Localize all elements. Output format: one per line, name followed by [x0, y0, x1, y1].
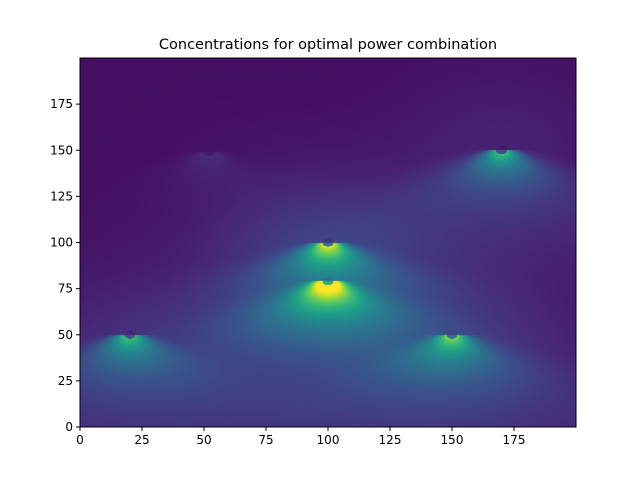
x-tick-label: 175 [503, 433, 526, 447]
y-tick-label: 0 [65, 420, 73, 434]
x-tick-label: 0 [76, 433, 84, 447]
x-tick-label: 50 [196, 433, 211, 447]
y-tick-label: 175 [50, 97, 73, 111]
x-tick-label: 75 [258, 433, 273, 447]
x-tick-label: 25 [134, 433, 149, 447]
heatmap-container [80, 58, 576, 427]
x-tick-label: 100 [317, 433, 340, 447]
x-tick-label: 150 [441, 433, 464, 447]
axes-layer: 0 25 50 75 100 125 150 175 0 25 50 75 100 125 150 175 [50, 97, 525, 447]
y-tick-label: 150 [50, 143, 73, 157]
y-tick-label: 75 [58, 282, 73, 296]
y-tick-label: 125 [50, 189, 73, 203]
y-tick-label: 50 [58, 328, 73, 342]
y-tick-label: 25 [58, 374, 73, 388]
x-tick-label: 125 [379, 433, 402, 447]
chart-title: Concentrations for optimal power combina… [159, 37, 497, 53]
heatmap-image [80, 58, 576, 427]
plot-frame [79, 57, 577, 428]
y-tick-label: 100 [50, 236, 73, 250]
